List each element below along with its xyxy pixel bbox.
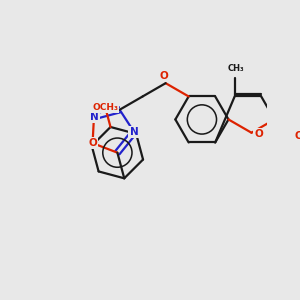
Text: O: O <box>88 138 97 148</box>
Text: N: N <box>130 127 139 137</box>
Text: N: N <box>90 112 98 122</box>
Text: O: O <box>255 129 263 139</box>
Text: O: O <box>159 71 168 81</box>
Text: O: O <box>295 131 300 141</box>
Text: CH₃: CH₃ <box>228 64 244 73</box>
Text: OCH₃: OCH₃ <box>92 103 119 112</box>
